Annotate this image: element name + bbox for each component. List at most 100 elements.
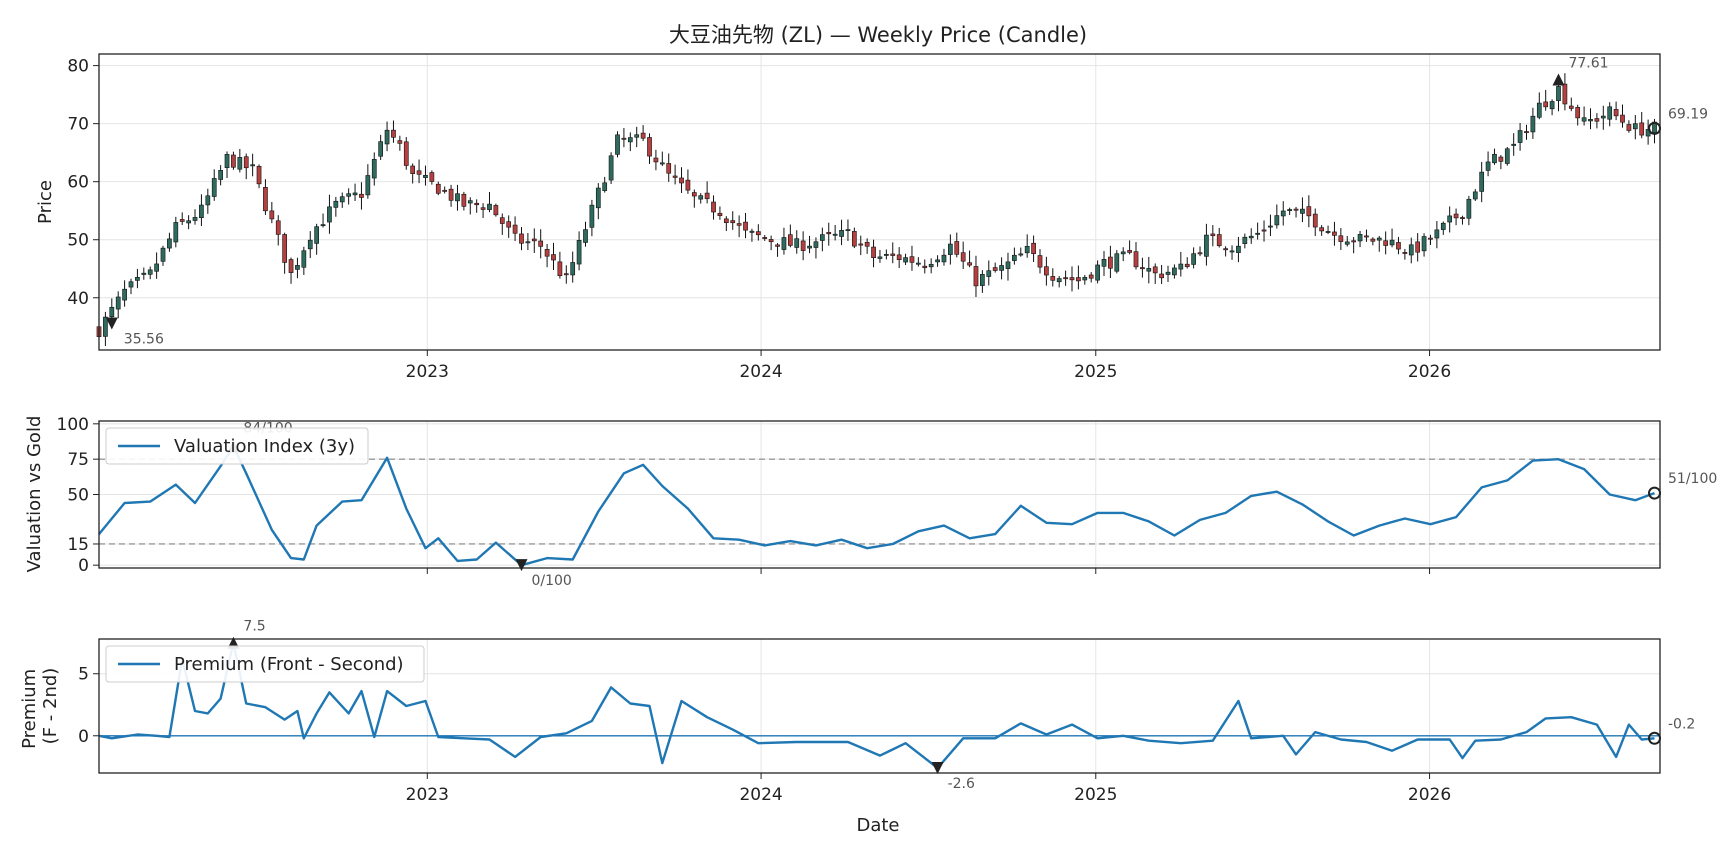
- candle-body: [1044, 266, 1049, 276]
- candle-body: [1159, 273, 1164, 279]
- candle-body: [1639, 122, 1645, 136]
- candle-body: [659, 162, 665, 165]
- candle-body: [1024, 245, 1030, 254]
- candle-body: [1421, 236, 1427, 252]
- annotation-label: 0/100: [531, 573, 571, 589]
- annotation-label: 51/100: [1668, 471, 1717, 487]
- candle-body: [679, 177, 684, 184]
- candle-body: [711, 201, 716, 213]
- candle-body: [135, 277, 140, 281]
- candle-body: [320, 224, 326, 227]
- candle-body: [890, 253, 896, 256]
- candle-body: [1556, 86, 1561, 101]
- candle-body: [1524, 131, 1529, 133]
- candle-body: [167, 238, 172, 249]
- premium-legend: Premium (Front - Second): [105, 645, 425, 683]
- y-tick-label: 60: [67, 173, 89, 193]
- candle-body: [467, 200, 473, 204]
- candle-body: [1543, 101, 1549, 108]
- y-tick-label: 75: [67, 450, 89, 470]
- candle-body: [1396, 242, 1401, 250]
- candle-body: [960, 252, 966, 262]
- candle-body: [916, 262, 921, 265]
- candle-body: [1248, 235, 1254, 239]
- annotation-label: -2.6: [948, 776, 975, 792]
- valuation-legend-box: [105, 427, 369, 465]
- candle-body: [1485, 161, 1491, 171]
- candle-body: [595, 187, 601, 209]
- candle-body: [1114, 253, 1120, 272]
- candle-body: [1594, 118, 1600, 122]
- candle-body: [1402, 252, 1408, 254]
- candle-body: [1357, 234, 1363, 242]
- candle-body: [1319, 227, 1324, 232]
- y-tick-label: 80: [67, 57, 89, 77]
- candle-body: [1076, 277, 1081, 282]
- candle-body: [832, 233, 838, 236]
- candle-body: [423, 174, 428, 178]
- candle-body: [1383, 240, 1389, 246]
- candle-body: [1293, 208, 1299, 211]
- candle-body: [1504, 148, 1510, 164]
- candle-body: [1050, 276, 1056, 281]
- candle-body: [922, 265, 928, 269]
- candle-body: [768, 239, 774, 243]
- candle-body: [794, 238, 800, 248]
- candle-body: [493, 205, 499, 216]
- candle-body: [115, 296, 121, 310]
- candle-body: [704, 192, 710, 200]
- candle-body: [1575, 107, 1581, 119]
- candle-body: [1140, 267, 1145, 270]
- candle-body: [1364, 235, 1369, 238]
- candle-body: [538, 240, 544, 247]
- candle-body: [429, 172, 435, 182]
- x-tick-label: 2026: [1408, 785, 1451, 805]
- candle-body: [487, 203, 492, 210]
- candle-body: [352, 192, 358, 196]
- candle-body: [999, 265, 1004, 271]
- candle-body: [1440, 222, 1446, 230]
- candle-body: [448, 188, 454, 201]
- candle-body: [992, 267, 998, 271]
- y-tick-label: 5: [78, 665, 89, 685]
- candle-body: [256, 165, 262, 185]
- series-line: [98, 641, 1655, 770]
- annotation-label: 77.61: [1568, 55, 1608, 71]
- candle-body: [1255, 232, 1260, 235]
- candle-body: [1063, 277, 1068, 280]
- candle-body: [1005, 261, 1011, 269]
- candle-body: [1082, 277, 1088, 281]
- candle-body: [339, 196, 345, 203]
- candle-body: [583, 229, 588, 243]
- candle-body: [1223, 248, 1228, 251]
- candle-body: [403, 141, 409, 166]
- candle-body: [1536, 102, 1542, 118]
- candle-body: [1325, 231, 1331, 233]
- y-tick-label: 50: [67, 486, 89, 506]
- annotation-label: -0.2: [1668, 716, 1695, 732]
- candle-body: [1069, 277, 1075, 281]
- y-tick-label: 50: [67, 231, 89, 251]
- candle-body: [1472, 191, 1478, 200]
- candle-body: [397, 140, 403, 144]
- candle-body: [755, 231, 761, 236]
- price-grid: [99, 54, 1660, 350]
- candle-body: [506, 221, 512, 228]
- candle-body: [544, 249, 550, 257]
- candle-body: [800, 240, 806, 251]
- candle-body: [211, 178, 217, 197]
- candle-body: [813, 241, 819, 248]
- price-annotations: 77.61 35.56 69.19: [105, 55, 1708, 348]
- candle-body: [378, 141, 384, 157]
- candle-body: [1626, 124, 1632, 131]
- candle-body: [1562, 83, 1568, 105]
- candle-body: [186, 220, 191, 224]
- candle-body: [365, 175, 371, 196]
- candle-body: [1428, 237, 1433, 240]
- candle-body: [941, 254, 947, 263]
- candle-body: [179, 219, 185, 222]
- candle-body: [781, 237, 787, 250]
- price-x-ticks: 2023 2024 2025 2026: [406, 350, 1451, 382]
